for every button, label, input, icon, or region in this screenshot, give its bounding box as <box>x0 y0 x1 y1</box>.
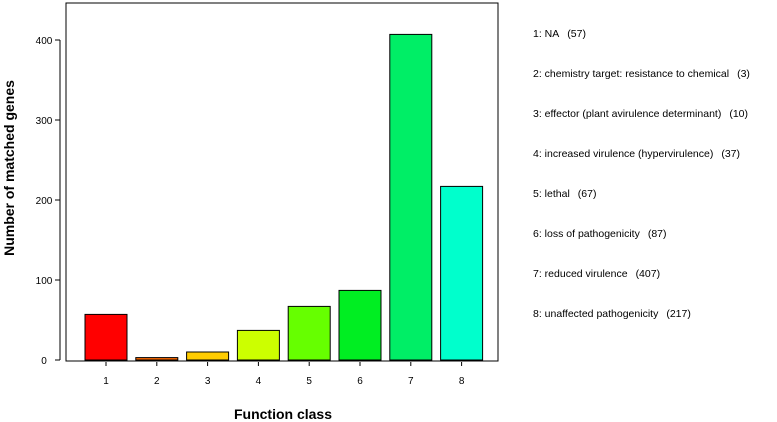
legend: 1: NA (57) 2: chemistry target: resistance… <box>533 26 773 346</box>
x-tick-label: 8 <box>459 376 465 387</box>
y-tick-label: 400 <box>36 36 53 47</box>
legend-label: 8: unaffected pathogenicity <box>533 308 659 320</box>
bar-class-7 <box>389 33 433 361</box>
x-tick-label: 5 <box>306 376 312 387</box>
legend-item: 7: reduced virulence (407) <box>533 266 773 306</box>
bar-class-8 <box>440 185 484 361</box>
legend-count: (57) <box>567 28 586 40</box>
legend-item: 2: chemistry target: resistance to chemi… <box>533 66 773 106</box>
legend-count: (10) <box>729 108 749 120</box>
x-tick-label: 2 <box>154 376 160 387</box>
legend-count: (217) <box>666 308 691 320</box>
bar-class-5 <box>287 305 331 361</box>
bar-class-1 <box>84 313 128 361</box>
legend-count: (3) <box>737 68 750 80</box>
legend-label: 5: lethal <box>533 188 570 200</box>
legend-label: 6: loss of pathogenicity <box>533 228 640 240</box>
legend-item: 8: unaffected pathogenicity (217) <box>533 306 773 346</box>
x-tick-label: 6 <box>357 376 363 387</box>
bar-chart: 0 100 200 300 400 1 2 3 4 5 6 7 8 Number of matched… <box>1 2 499 422</box>
x-tick-label: 1 <box>103 376 109 387</box>
y-axis: 0 100 200 300 400 <box>36 36 61 367</box>
legend-item: 1: NA (57) <box>533 26 773 66</box>
y-axis-title: Number of matched genes <box>1 80 17 256</box>
y-tick-label: 200 <box>36 196 53 207</box>
bar-class-3 <box>186 351 230 361</box>
bar-class-4 <box>236 329 280 361</box>
bars-group <box>84 33 484 361</box>
bar-class-6 <box>338 289 382 361</box>
x-axis-title: Function class <box>234 406 332 422</box>
y-tick-label: 100 <box>36 276 53 287</box>
y-tick-label: 0 <box>41 356 47 367</box>
x-axis: 1 2 3 4 5 6 7 8 <box>103 362 465 387</box>
legend-item: 6: loss of pathogenicity (87) <box>533 226 773 266</box>
legend-label: 3: effector (plant avirulence determinan… <box>533 108 722 120</box>
legend-item: 4: increased virulence (hypervirulence) (… <box>533 146 773 186</box>
x-tick-label: 3 <box>205 376 211 387</box>
legend-count: (87) <box>647 228 667 240</box>
legend-label: 7: reduced virulence <box>533 268 628 280</box>
bar-class-2 <box>135 357 179 361</box>
legend-label: 2: chemistry target: resistance to chemi… <box>533 68 730 80</box>
plot-frame <box>65 2 499 362</box>
y-tick-label: 300 <box>36 116 53 127</box>
legend-count: (407) <box>635 268 661 280</box>
legend-label: 1: NA <box>533 28 560 40</box>
legend-count: (37) <box>721 148 741 160</box>
legend-label: 4: increased virulence (hypervirulence) <box>533 148 714 160</box>
legend-item: 5: lethal (67) <box>533 186 773 226</box>
legend-item: 3: effector (plant avirulence determinan… <box>533 106 773 146</box>
legend-count: (67) <box>577 188 597 200</box>
x-tick-label: 4 <box>256 376 262 387</box>
x-tick-label: 7 <box>408 376 414 387</box>
